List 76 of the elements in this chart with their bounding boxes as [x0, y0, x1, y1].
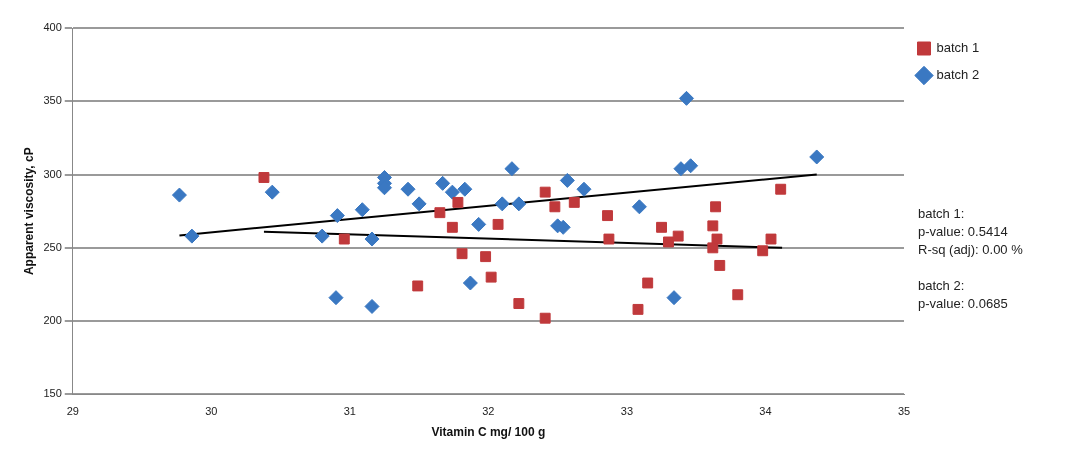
point [663, 236, 674, 248]
point [184, 228, 200, 244]
y-tick-label: 250 [43, 240, 62, 253]
point [603, 233, 615, 245]
point [354, 202, 370, 218]
text: batch 1: p-value: 0.5414 R-sq (adj): 0.00 % [918, 206, 1024, 258]
point [539, 312, 551, 324]
point [494, 196, 510, 212]
point [444, 184, 460, 200]
point [264, 184, 280, 200]
point [714, 259, 726, 271]
point [434, 207, 446, 219]
point [446, 221, 458, 233]
point [435, 175, 451, 191]
point [456, 248, 468, 260]
point [364, 298, 380, 314]
point [683, 158, 699, 174]
y-axis-title: Apparent viscosity, cP [21, 147, 36, 276]
x-tick-label: 33 [620, 405, 634, 418]
x-tick-label: 34 [759, 405, 772, 418]
x-tick-label: 32 [482, 405, 495, 418]
point [452, 196, 464, 208]
point [559, 172, 575, 188]
point [678, 90, 694, 106]
point [711, 233, 723, 245]
x-tick-label: 30 [205, 405, 218, 418]
point [480, 251, 492, 263]
legend-label: batch 2 [936, 67, 980, 83]
point [757, 245, 769, 257]
point [732, 289, 744, 301]
point [809, 149, 825, 165]
point [710, 201, 722, 213]
point [631, 199, 647, 215]
point [549, 201, 561, 213]
y-tick-label: 300 [43, 167, 62, 180]
point [511, 196, 527, 212]
text: batch 2: p-value: 0.0685 [918, 278, 1008, 312]
y-tick-label: 200 [43, 314, 62, 327]
point [539, 186, 551, 198]
point [462, 275, 478, 291]
x-axis-title: Vitamin C mg/ 100 g [431, 425, 546, 440]
y-tick-label: 150 [43, 387, 62, 400]
point [568, 196, 580, 208]
x-tick-label: 31 [343, 405, 356, 418]
point [471, 216, 487, 232]
point [576, 181, 592, 197]
point [673, 161, 689, 177]
point [775, 183, 787, 195]
point [457, 181, 473, 197]
point [329, 208, 345, 224]
point [492, 218, 504, 230]
x-tick-label: 29 [66, 405, 79, 418]
point [602, 210, 613, 222]
y-tick-label: 400 [43, 21, 62, 34]
x-tick-label: 35 [897, 405, 911, 418]
point [485, 271, 497, 283]
point [411, 196, 427, 212]
point [504, 161, 520, 177]
point [656, 221, 667, 233]
legend-label: batch 1 [936, 40, 980, 56]
point [672, 230, 684, 242]
point [707, 220, 719, 232]
point [364, 231, 380, 247]
point [765, 233, 777, 245]
point [666, 290, 682, 306]
point [328, 290, 344, 306]
point [171, 187, 187, 203]
point [513, 298, 525, 309]
point [412, 280, 424, 292]
point [258, 172, 270, 183]
y-tick-label: 350 [43, 94, 62, 107]
point [314, 228, 330, 244]
point [632, 303, 644, 315]
point [400, 181, 416, 197]
point [642, 277, 654, 289]
point [338, 233, 350, 245]
